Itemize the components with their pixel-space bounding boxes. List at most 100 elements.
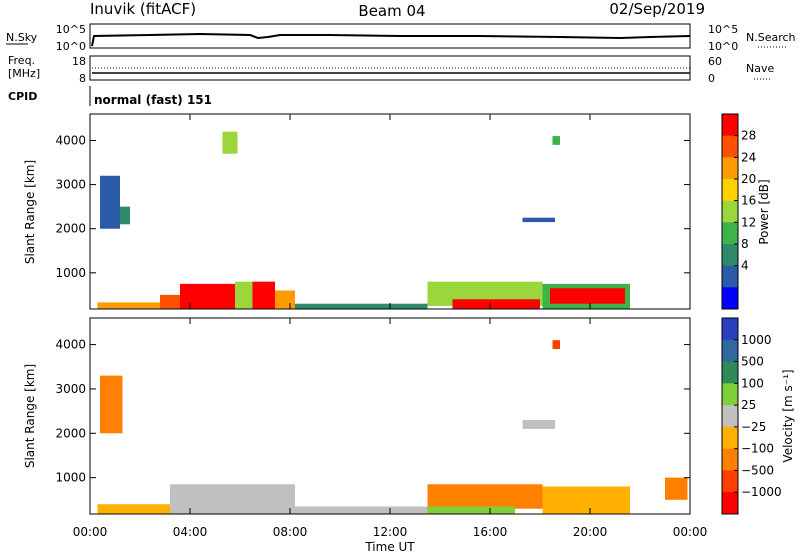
time-tick-label: 08:00 xyxy=(273,525,308,539)
nave-label: Nave xyxy=(746,62,774,75)
velocity-colorbar-frame xyxy=(721,317,739,515)
power-scatter-region-10 xyxy=(550,288,625,304)
freq-label: Freq. xyxy=(8,54,35,67)
nave-tick-top: 60 xyxy=(708,55,722,68)
time-tick-label: 00:00 xyxy=(73,525,108,539)
velocity-colorbar-segment xyxy=(722,339,738,363)
velocity-scatter-region-0 xyxy=(97,504,170,514)
power-colorbar-frame xyxy=(721,113,739,310)
power-scatter-region-1 xyxy=(160,294,180,309)
velocity-colorbar-segment xyxy=(722,405,738,428)
velocity-scatter-region-8 xyxy=(522,419,555,429)
power-colorbar-segment xyxy=(722,244,738,267)
power-colorbar-tick-label: 28 xyxy=(741,129,756,143)
velocity-colorbar-tick-label: 100 xyxy=(741,376,764,390)
velocity-ytick-label: 4000 xyxy=(55,338,86,352)
power-scatter-region-11 xyxy=(100,175,120,229)
power-colorbar-tick-label: 20 xyxy=(741,172,756,186)
velocity-colorbar-tick-label: −1000 xyxy=(741,485,782,499)
nsky-tick-bottom: 10^0 xyxy=(56,40,86,53)
power-colorbar-segment xyxy=(722,157,738,180)
power-scatter-region-6 xyxy=(295,303,428,309)
nsearch-tick-bottom: 10^0 xyxy=(708,40,738,53)
power-ytick-label: 3000 xyxy=(55,178,86,192)
freq-tick-bottom: 8 xyxy=(79,72,86,85)
power-ytick-label: 4000 xyxy=(55,133,86,147)
velocity-scatter-region-9 xyxy=(552,340,560,350)
velocity-ytick-label: 1000 xyxy=(55,471,86,485)
power-scatter-region-2 xyxy=(180,283,235,309)
date-title: 02/Sep/2019 xyxy=(609,0,705,18)
power-ytick-label: 2000 xyxy=(55,222,86,236)
velocity-scatter-region-6 xyxy=(665,477,688,500)
power-colorbar-segment xyxy=(722,114,738,137)
power-colorbar-segment xyxy=(722,265,738,288)
time-axis-title: Time UT xyxy=(364,540,415,554)
power-ytick-label: 1000 xyxy=(55,266,86,280)
velocity-colorbar-tick-label: 1000 xyxy=(741,333,772,347)
power-colorbar-tick-label: 24 xyxy=(741,150,756,164)
velocity-colorbar-segment xyxy=(722,318,738,341)
power-scatter-region-3 xyxy=(235,281,253,309)
power-scatter-region-12 xyxy=(120,206,130,225)
power-colorbar-tick-label: 8 xyxy=(741,237,749,251)
nave-tick-bottom: 0 xyxy=(708,72,715,85)
velocity-ytick-label: 3000 xyxy=(55,382,86,396)
power-scatter-region-5 xyxy=(275,290,295,309)
power-colorbar-label: Power [dB] xyxy=(757,179,771,244)
velocity-panel: 1000 2000 3000 4000 Slant Range [km] 1000 50… xyxy=(23,317,795,515)
time-tick-label: 00:00 xyxy=(673,525,708,539)
power-scatter-region-15 xyxy=(552,136,560,145)
velocity-colorbar-tick-label: −500 xyxy=(741,463,774,477)
nsearch-label: N.Search xyxy=(746,31,796,44)
time-tick-label: 12:00 xyxy=(373,525,408,539)
power-colorbar-tick-label: 4 xyxy=(741,259,749,273)
power-scatter-region-14 xyxy=(222,131,238,154)
velocity-colorbar-segment xyxy=(722,470,738,493)
velocity-colorbar-tick-label: −25 xyxy=(741,420,766,434)
velocity-colorbar-tick-label: 500 xyxy=(741,355,764,369)
velocity-scatter-region-1 xyxy=(170,484,295,514)
velocity-scatter-region-7 xyxy=(100,375,123,434)
time-tick-label: 16:00 xyxy=(473,525,508,539)
velocity-scatter-region-3 xyxy=(427,484,543,509)
freq-unit: [MHz] xyxy=(8,67,40,80)
velocity-colorbar-segment xyxy=(722,448,738,471)
velocity-colorbar-segment xyxy=(722,426,738,450)
velocity-ytick-label: 2000 xyxy=(55,426,86,440)
time-tick-label: 20:00 xyxy=(573,525,608,539)
nsky-tick-top: 10^5 xyxy=(56,23,86,36)
velocity-colorbar-label: Velocity [m s⁻¹] xyxy=(781,369,795,462)
power-colorbar-segment xyxy=(722,222,738,245)
velocity-colorbar-segment xyxy=(722,383,738,406)
velocity-colorbar-segment xyxy=(722,492,738,515)
velocity-colorbar-segment xyxy=(722,361,738,384)
power-ylabel: Slant Range [km] xyxy=(23,160,37,264)
freq-tick-top: 18 xyxy=(72,55,86,68)
power-colorbar-segment xyxy=(722,287,738,310)
power-scatter-region-13 xyxy=(522,217,555,223)
power-scatter-region-0 xyxy=(97,302,160,309)
velocity-ylabel: Slant Range [km] xyxy=(23,364,37,468)
power-scatter-region-8 xyxy=(452,299,540,309)
power-panel: 1000 2000 3000 4000 Slant Range [km] 28 24 20… xyxy=(23,113,771,310)
velocity-scatter-region-2 xyxy=(295,506,428,514)
power-colorbar-tick-label: 12 xyxy=(741,215,756,229)
nsky-trace xyxy=(91,32,691,47)
beam-title: Beam 04 xyxy=(358,2,425,20)
power-scatter-region-4 xyxy=(252,281,275,309)
power-colorbar-segment xyxy=(722,179,738,202)
station-title: Inuvik (fitACF) xyxy=(90,0,196,18)
velocity-colorbar-tick-label: 25 xyxy=(741,398,756,412)
velocity-colorbar-tick-label: −100 xyxy=(741,442,774,456)
power-colorbar-segment xyxy=(722,135,738,158)
nsky-label: N.Sky xyxy=(6,31,38,44)
cpid-value: normal (fast) 151 xyxy=(94,93,212,107)
velocity-scatter-region-4 xyxy=(427,506,515,514)
nsearch-tick-top: 10^5 xyxy=(708,23,738,36)
power-colorbar-segment xyxy=(722,200,738,223)
velocity-scatter-region-5 xyxy=(542,486,630,514)
cpid-label: CPID xyxy=(8,90,37,103)
time-tick-label: 04:00 xyxy=(173,525,208,539)
